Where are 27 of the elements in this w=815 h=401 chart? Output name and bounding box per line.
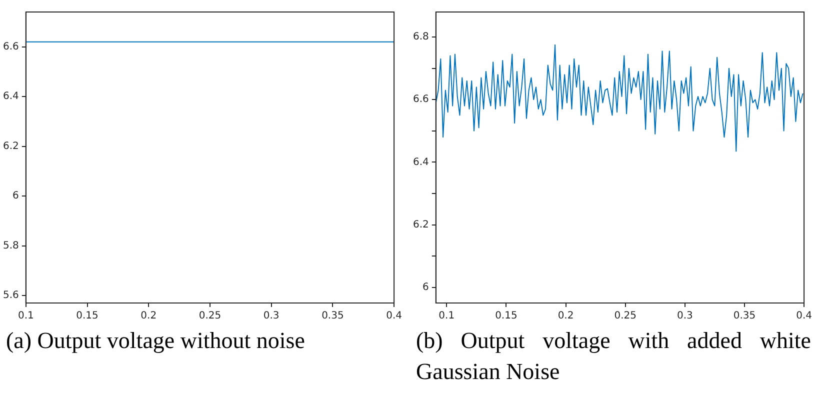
- y-tick-label: 6.6: [2, 41, 19, 52]
- x-tick-label: 0.1: [18, 310, 34, 322]
- x-tick-label: 0.15: [76, 310, 98, 322]
- y-tick-label: 6.2: [412, 219, 429, 230]
- x-tick-label: 0.2: [558, 310, 574, 322]
- x-tick-label: 0.2: [140, 310, 157, 322]
- y-tick-label: 6.4: [2, 91, 19, 102]
- text: (a) Output voltage without noise: [5, 327, 306, 355]
- x-tick-label: 0.4: [386, 310, 402, 322]
- x-tick-label: 0.35: [733, 310, 756, 322]
- x-tick-label: 0.3: [676, 310, 693, 322]
- x-tick-label: 0.15: [495, 310, 518, 322]
- y-tick-label: 5.6: [2, 290, 19, 302]
- x-tick-label: 0.25: [614, 310, 636, 322]
- y-tick-label: 6.4: [412, 156, 429, 168]
- x-tick-label: 0.35: [322, 310, 344, 322]
- y-tick-label: 6.6: [412, 94, 429, 106]
- text: (b) Output voltage with added white Gaussian Noise: [415, 327, 812, 386]
- y-tick-label: 6.8: [412, 32, 429, 43]
- y-tick-label: 5.8: [2, 240, 19, 252]
- y-tick-label: 6.2: [2, 140, 19, 152]
- x-tick-label: 0.25: [198, 310, 222, 322]
- x-tick-label: 0.3: [263, 310, 280, 322]
- y-tick-label: 6: [422, 282, 429, 293]
- x-tick-label: 0.4: [796, 310, 812, 322]
- y-tick-label: 6: [12, 190, 19, 202]
- x-tick-label: 0.1: [438, 310, 455, 322]
